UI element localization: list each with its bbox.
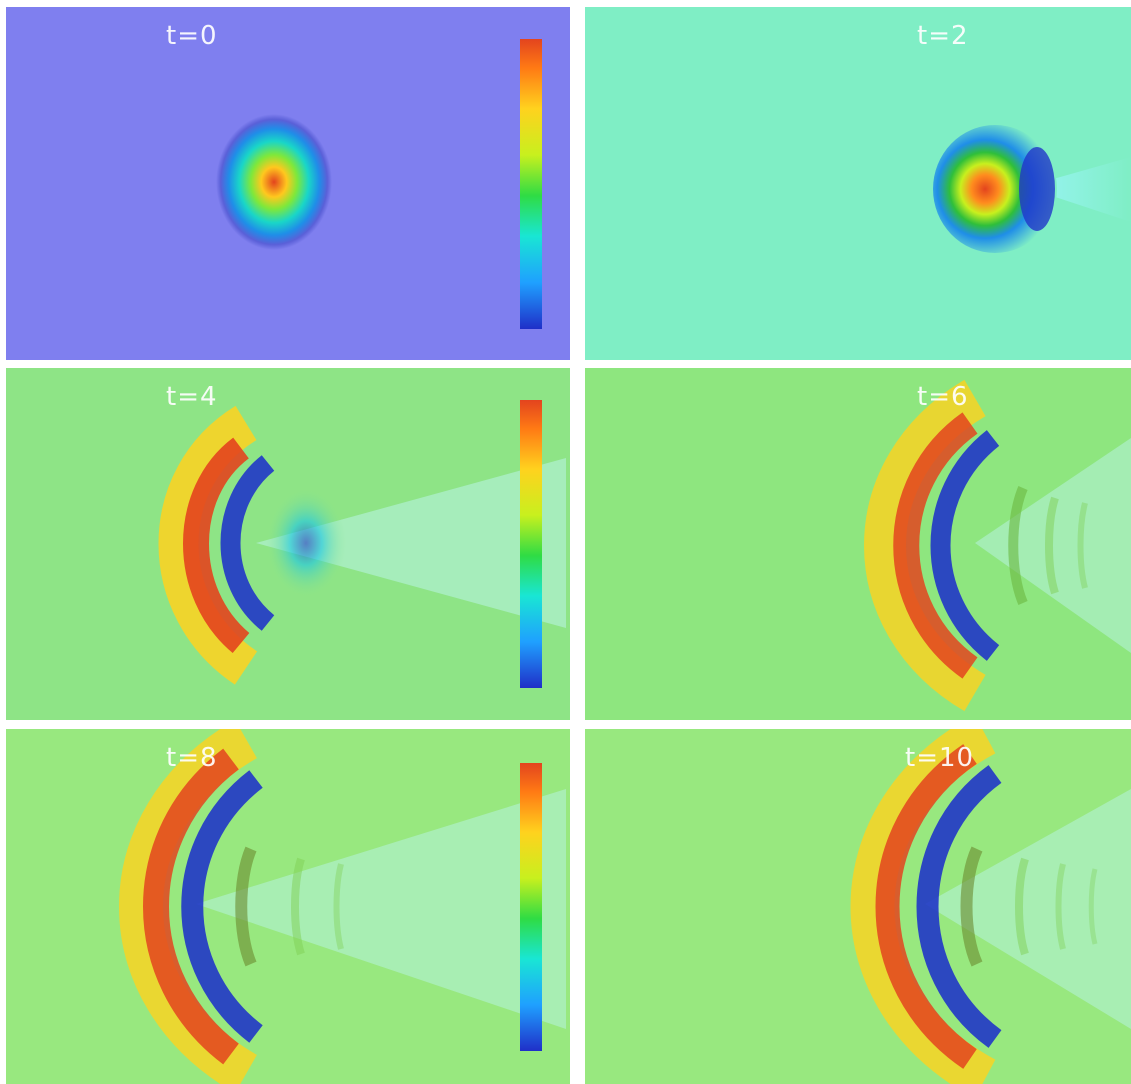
ripple bbox=[235, 846, 257, 967]
ripple bbox=[1045, 496, 1059, 595]
wave-front-trough bbox=[220, 455, 275, 631]
wave-front-trough bbox=[916, 765, 1002, 1048]
colorbar-ticks bbox=[418, 400, 508, 688]
panel-title: t=4 bbox=[166, 382, 218, 412]
colorbar-gradient bbox=[520, 400, 542, 688]
wake-region bbox=[256, 458, 566, 628]
field-image-t6 bbox=[585, 368, 1131, 720]
wave-front-trough bbox=[930, 430, 1000, 661]
colorbar-gradient bbox=[520, 763, 542, 1051]
panel-t6: t=6 bbox=[585, 368, 1131, 720]
panel-t4: t=4 bbox=[6, 368, 570, 720]
field-image-t2 bbox=[585, 7, 1131, 360]
colorbar-gradient bbox=[520, 39, 542, 329]
panel-title: t=10 bbox=[905, 743, 975, 773]
field-image-t4 bbox=[6, 368, 570, 720]
colorbar-ticks bbox=[418, 39, 508, 329]
wave-front-crest bbox=[875, 744, 977, 1069]
wave-front-trough bbox=[181, 770, 263, 1043]
wave-front-crest bbox=[143, 748, 239, 1065]
ripple bbox=[1015, 857, 1029, 956]
ripple bbox=[1055, 863, 1066, 950]
panel-title: t=6 bbox=[917, 382, 969, 412]
wake-tail bbox=[1025, 157, 1131, 222]
panel-title: t=8 bbox=[166, 743, 218, 773]
ripple bbox=[1088, 868, 1098, 945]
colorbar-ticks bbox=[418, 763, 508, 1051]
panel-t10: t=10 bbox=[585, 729, 1131, 1084]
wave-trough bbox=[1019, 147, 1055, 231]
ripple bbox=[1008, 486, 1028, 605]
pulse-blob bbox=[216, 114, 332, 250]
ripple bbox=[1077, 502, 1088, 589]
field-image-t0 bbox=[6, 7, 570, 360]
ripple bbox=[333, 863, 344, 950]
panel-title: t=2 bbox=[917, 21, 969, 51]
wave-front-crest bbox=[893, 412, 978, 679]
panel-title: t=0 bbox=[166, 21, 218, 51]
panel-t0: t=0 bbox=[6, 7, 570, 360]
trailing-trough bbox=[266, 488, 346, 598]
field-image-t10 bbox=[585, 729, 1131, 1084]
ripple bbox=[960, 846, 983, 967]
field-image-t8 bbox=[6, 729, 570, 1084]
panel-t8: t=8 bbox=[6, 729, 570, 1084]
wave-front-crest bbox=[183, 437, 250, 653]
ripple bbox=[291, 857, 305, 956]
wake-region bbox=[196, 789, 566, 1029]
wave-front-outer bbox=[864, 379, 987, 712]
panel-t2: t=2 bbox=[585, 7, 1131, 360]
wake-region bbox=[925, 789, 1131, 1029]
wave-front-outer bbox=[158, 405, 258, 685]
